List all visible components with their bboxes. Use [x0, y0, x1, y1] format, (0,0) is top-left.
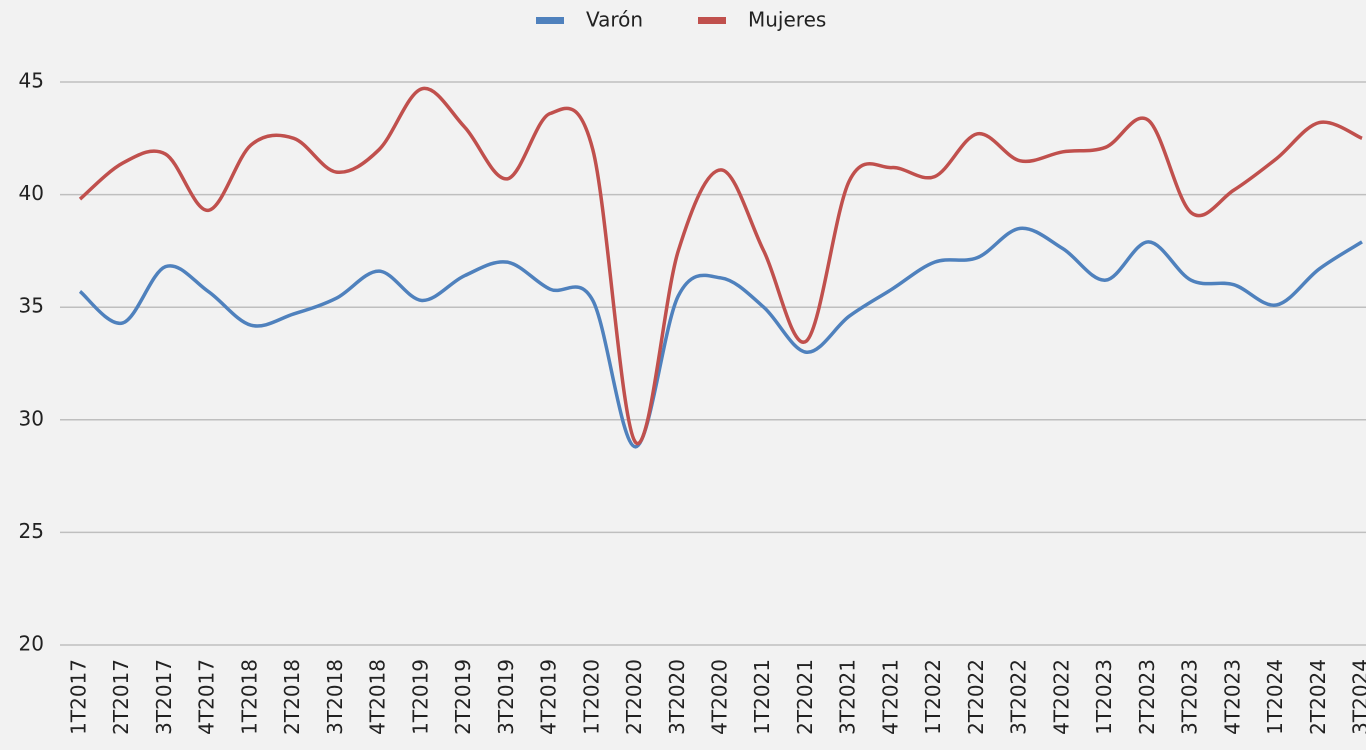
y-tick-label: 35: [19, 294, 44, 318]
x-tick-label: 2T2023: [1135, 659, 1159, 735]
x-tick-label: 2T2024: [1306, 659, 1330, 735]
y-tick-label: 20: [19, 632, 44, 656]
x-tick-label: 4T2019: [537, 659, 561, 735]
x-tick-label: 1T2017: [67, 659, 91, 735]
x-tick-label: 4T2018: [366, 659, 390, 735]
x-tick-label: 2T2022: [964, 659, 988, 735]
x-tick-label: 4T2021: [878, 659, 902, 735]
x-tick-label: 2T2021: [793, 659, 817, 735]
x-tick-label: 1T2024: [1263, 659, 1287, 735]
y-tick-label: 45: [19, 69, 44, 93]
x-tick-label: 3T2023: [1178, 659, 1202, 735]
x-tick-label: 2T2017: [109, 659, 133, 735]
y-tick-label: 30: [19, 406, 44, 430]
x-tick-label: 1T2018: [237, 659, 261, 735]
x-tick-label: 1T2020: [579, 659, 603, 735]
legend-label: Varón: [586, 8, 643, 32]
x-tick-label: 1T2022: [921, 659, 945, 735]
x-tick-label: 4T2023: [1220, 659, 1244, 735]
x-tick-label: 4T2020: [708, 659, 732, 735]
x-tick-label: 2T2018: [280, 659, 304, 735]
y-tick-label: 40: [19, 181, 44, 205]
x-tick-label: 4T2022: [1049, 659, 1073, 735]
x-tick-label: 2T2020: [622, 659, 646, 735]
x-tick-label: 3T2024: [1349, 659, 1366, 735]
series-line: [78, 226, 1363, 449]
x-tick-label: 4T2017: [195, 659, 219, 735]
x-tick-label: 3T2022: [1007, 659, 1031, 735]
legend-swatch: [698, 17, 726, 24]
x-tick-label: 2T2019: [451, 659, 475, 735]
x-tick-label: 3T2019: [494, 659, 518, 735]
y-tick-label: 25: [19, 519, 44, 543]
legend-swatch: [536, 17, 564, 24]
x-tick-label: 3T2018: [323, 659, 347, 735]
legend-label: Mujeres: [748, 8, 826, 32]
x-tick-label: 3T2021: [836, 659, 860, 735]
x-tick-label: 1T2021: [750, 659, 774, 735]
series-line: [78, 86, 1363, 446]
x-tick-label: 3T2017: [152, 659, 176, 735]
x-tick-label: 1T2023: [1092, 659, 1116, 735]
x-tick-label: 3T2020: [665, 659, 689, 735]
x-tick-label: 1T2019: [408, 659, 432, 735]
